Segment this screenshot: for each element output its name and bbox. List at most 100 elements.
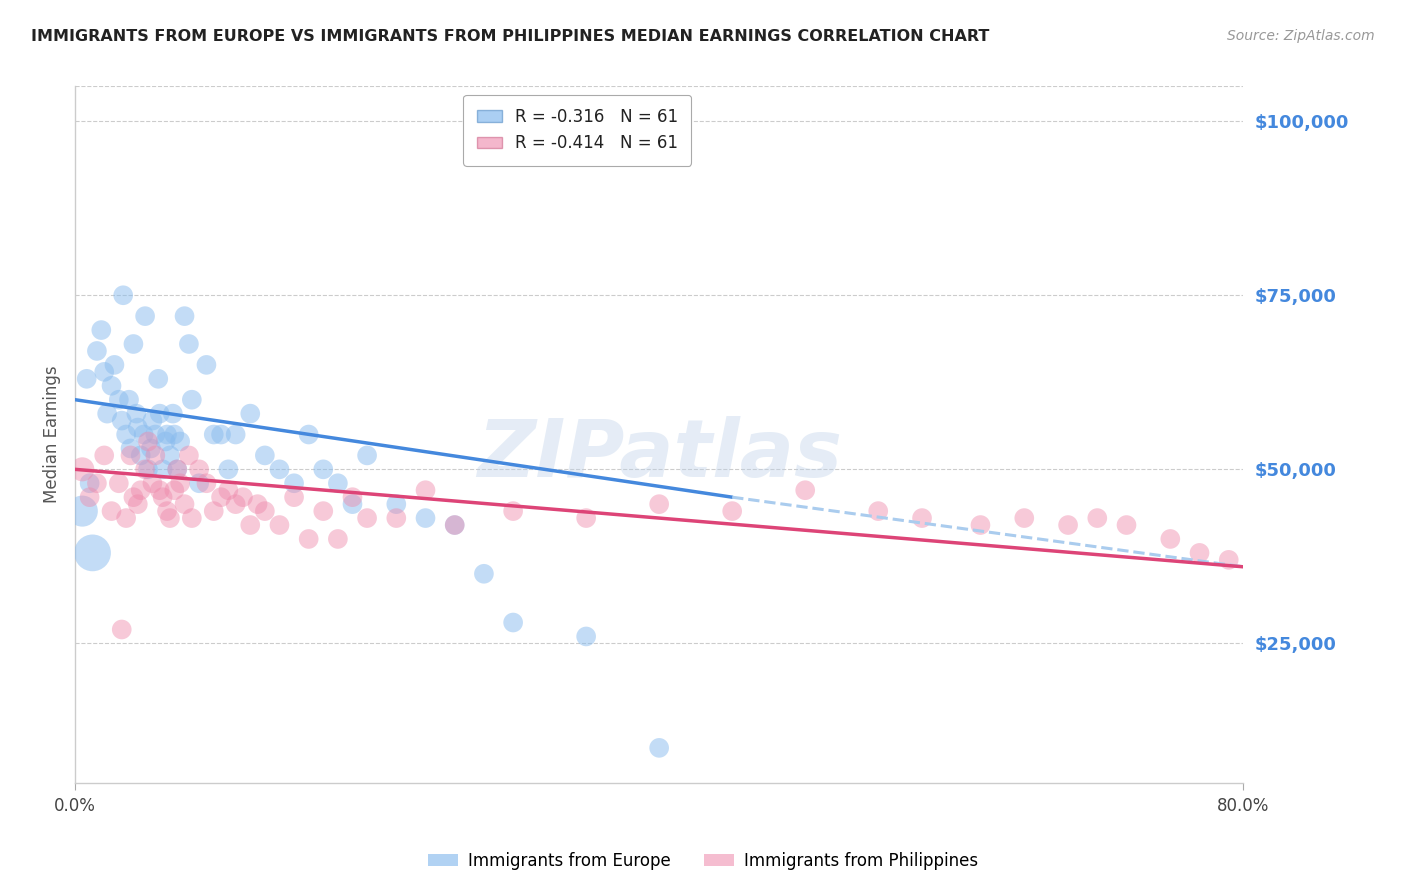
Point [269, 462, 291, 476]
Y-axis label: Median Earnings: Median Earnings [44, 366, 60, 503]
Point [188, 462, 211, 476]
Point [76, 372, 98, 386]
Point [443, 518, 465, 533]
Point [103, 358, 125, 372]
Point [173, 309, 195, 323]
Point [115, 511, 138, 525]
Point [86, 343, 108, 358]
Point [312, 462, 335, 476]
Point [79, 476, 101, 491]
Point [125, 407, 148, 421]
Point [1085, 511, 1108, 525]
Point [152, 490, 174, 504]
Point [385, 497, 408, 511]
Point [141, 414, 163, 428]
Point [152, 462, 174, 476]
Point [648, 740, 671, 755]
Text: IMMIGRANTS FROM EUROPE VS IMMIGRANTS FROM PHILIPPINES MEDIAN EARNINGS CORRELATIO: IMMIGRANTS FROM EUROPE VS IMMIGRANTS FRO… [31, 29, 990, 45]
Point [195, 476, 218, 491]
Point [100, 504, 122, 518]
Point [111, 623, 134, 637]
Point [356, 449, 378, 463]
Point [443, 518, 465, 533]
Point [1188, 546, 1211, 560]
Point [136, 462, 159, 476]
Point [239, 407, 262, 421]
Point [173, 497, 195, 511]
Point [169, 434, 191, 449]
Point [298, 532, 321, 546]
Point [143, 427, 166, 442]
Point [143, 449, 166, 463]
Point [156, 504, 179, 518]
Point [127, 497, 149, 511]
Point [217, 462, 239, 476]
Point [202, 427, 225, 442]
Point [149, 407, 172, 421]
Legend: R = -0.316   N = 61, R = -0.414   N = 61: R = -0.316 N = 61, R = -0.414 N = 61 [464, 95, 692, 166]
Point [342, 490, 364, 504]
Point [120, 449, 142, 463]
Point [96, 407, 118, 421]
Point [188, 476, 211, 491]
Point [156, 427, 179, 442]
Point [721, 504, 744, 518]
Point [159, 449, 181, 463]
Point [108, 476, 131, 491]
Point [136, 434, 159, 449]
Point [195, 358, 218, 372]
Point [217, 483, 239, 498]
Point [86, 476, 108, 491]
Point [122, 490, 145, 504]
Legend: Immigrants from Europe, Immigrants from Philippines: Immigrants from Europe, Immigrants from … [422, 846, 984, 877]
Point [166, 462, 188, 476]
Text: Source: ZipAtlas.com: Source: ZipAtlas.com [1227, 29, 1375, 44]
Point [502, 615, 524, 630]
Point [1218, 553, 1240, 567]
Point [415, 511, 437, 525]
Point [1115, 518, 1137, 533]
Point [127, 420, 149, 434]
Point [415, 483, 437, 498]
Point [246, 497, 269, 511]
Point [112, 288, 135, 302]
Point [253, 449, 276, 463]
Point [1057, 518, 1080, 533]
Point [202, 504, 225, 518]
Point [163, 483, 186, 498]
Point [159, 511, 181, 525]
Point [169, 476, 191, 491]
Point [472, 566, 495, 581]
Point [232, 490, 254, 504]
Point [1014, 511, 1036, 525]
Point [118, 392, 141, 407]
Point [298, 427, 321, 442]
Point [155, 434, 177, 449]
Point [129, 483, 152, 498]
Point [129, 449, 152, 463]
Point [209, 490, 232, 504]
Point [312, 504, 335, 518]
Text: ZIPatlas: ZIPatlas [477, 417, 842, 494]
Point [100, 378, 122, 392]
Point [177, 449, 200, 463]
Point [969, 518, 991, 533]
Point [72, 462, 94, 476]
Point [162, 407, 184, 421]
Point [111, 414, 134, 428]
Point [342, 497, 364, 511]
Point [648, 497, 671, 511]
Point [82, 546, 104, 560]
Point [502, 504, 524, 518]
Point [239, 518, 262, 533]
Point [225, 427, 247, 442]
Point [253, 504, 276, 518]
Point [163, 427, 186, 442]
Point [134, 462, 156, 476]
Point [122, 337, 145, 351]
Point [283, 490, 305, 504]
Point [149, 483, 172, 498]
Point [141, 476, 163, 491]
Point [269, 518, 291, 533]
Point [134, 309, 156, 323]
